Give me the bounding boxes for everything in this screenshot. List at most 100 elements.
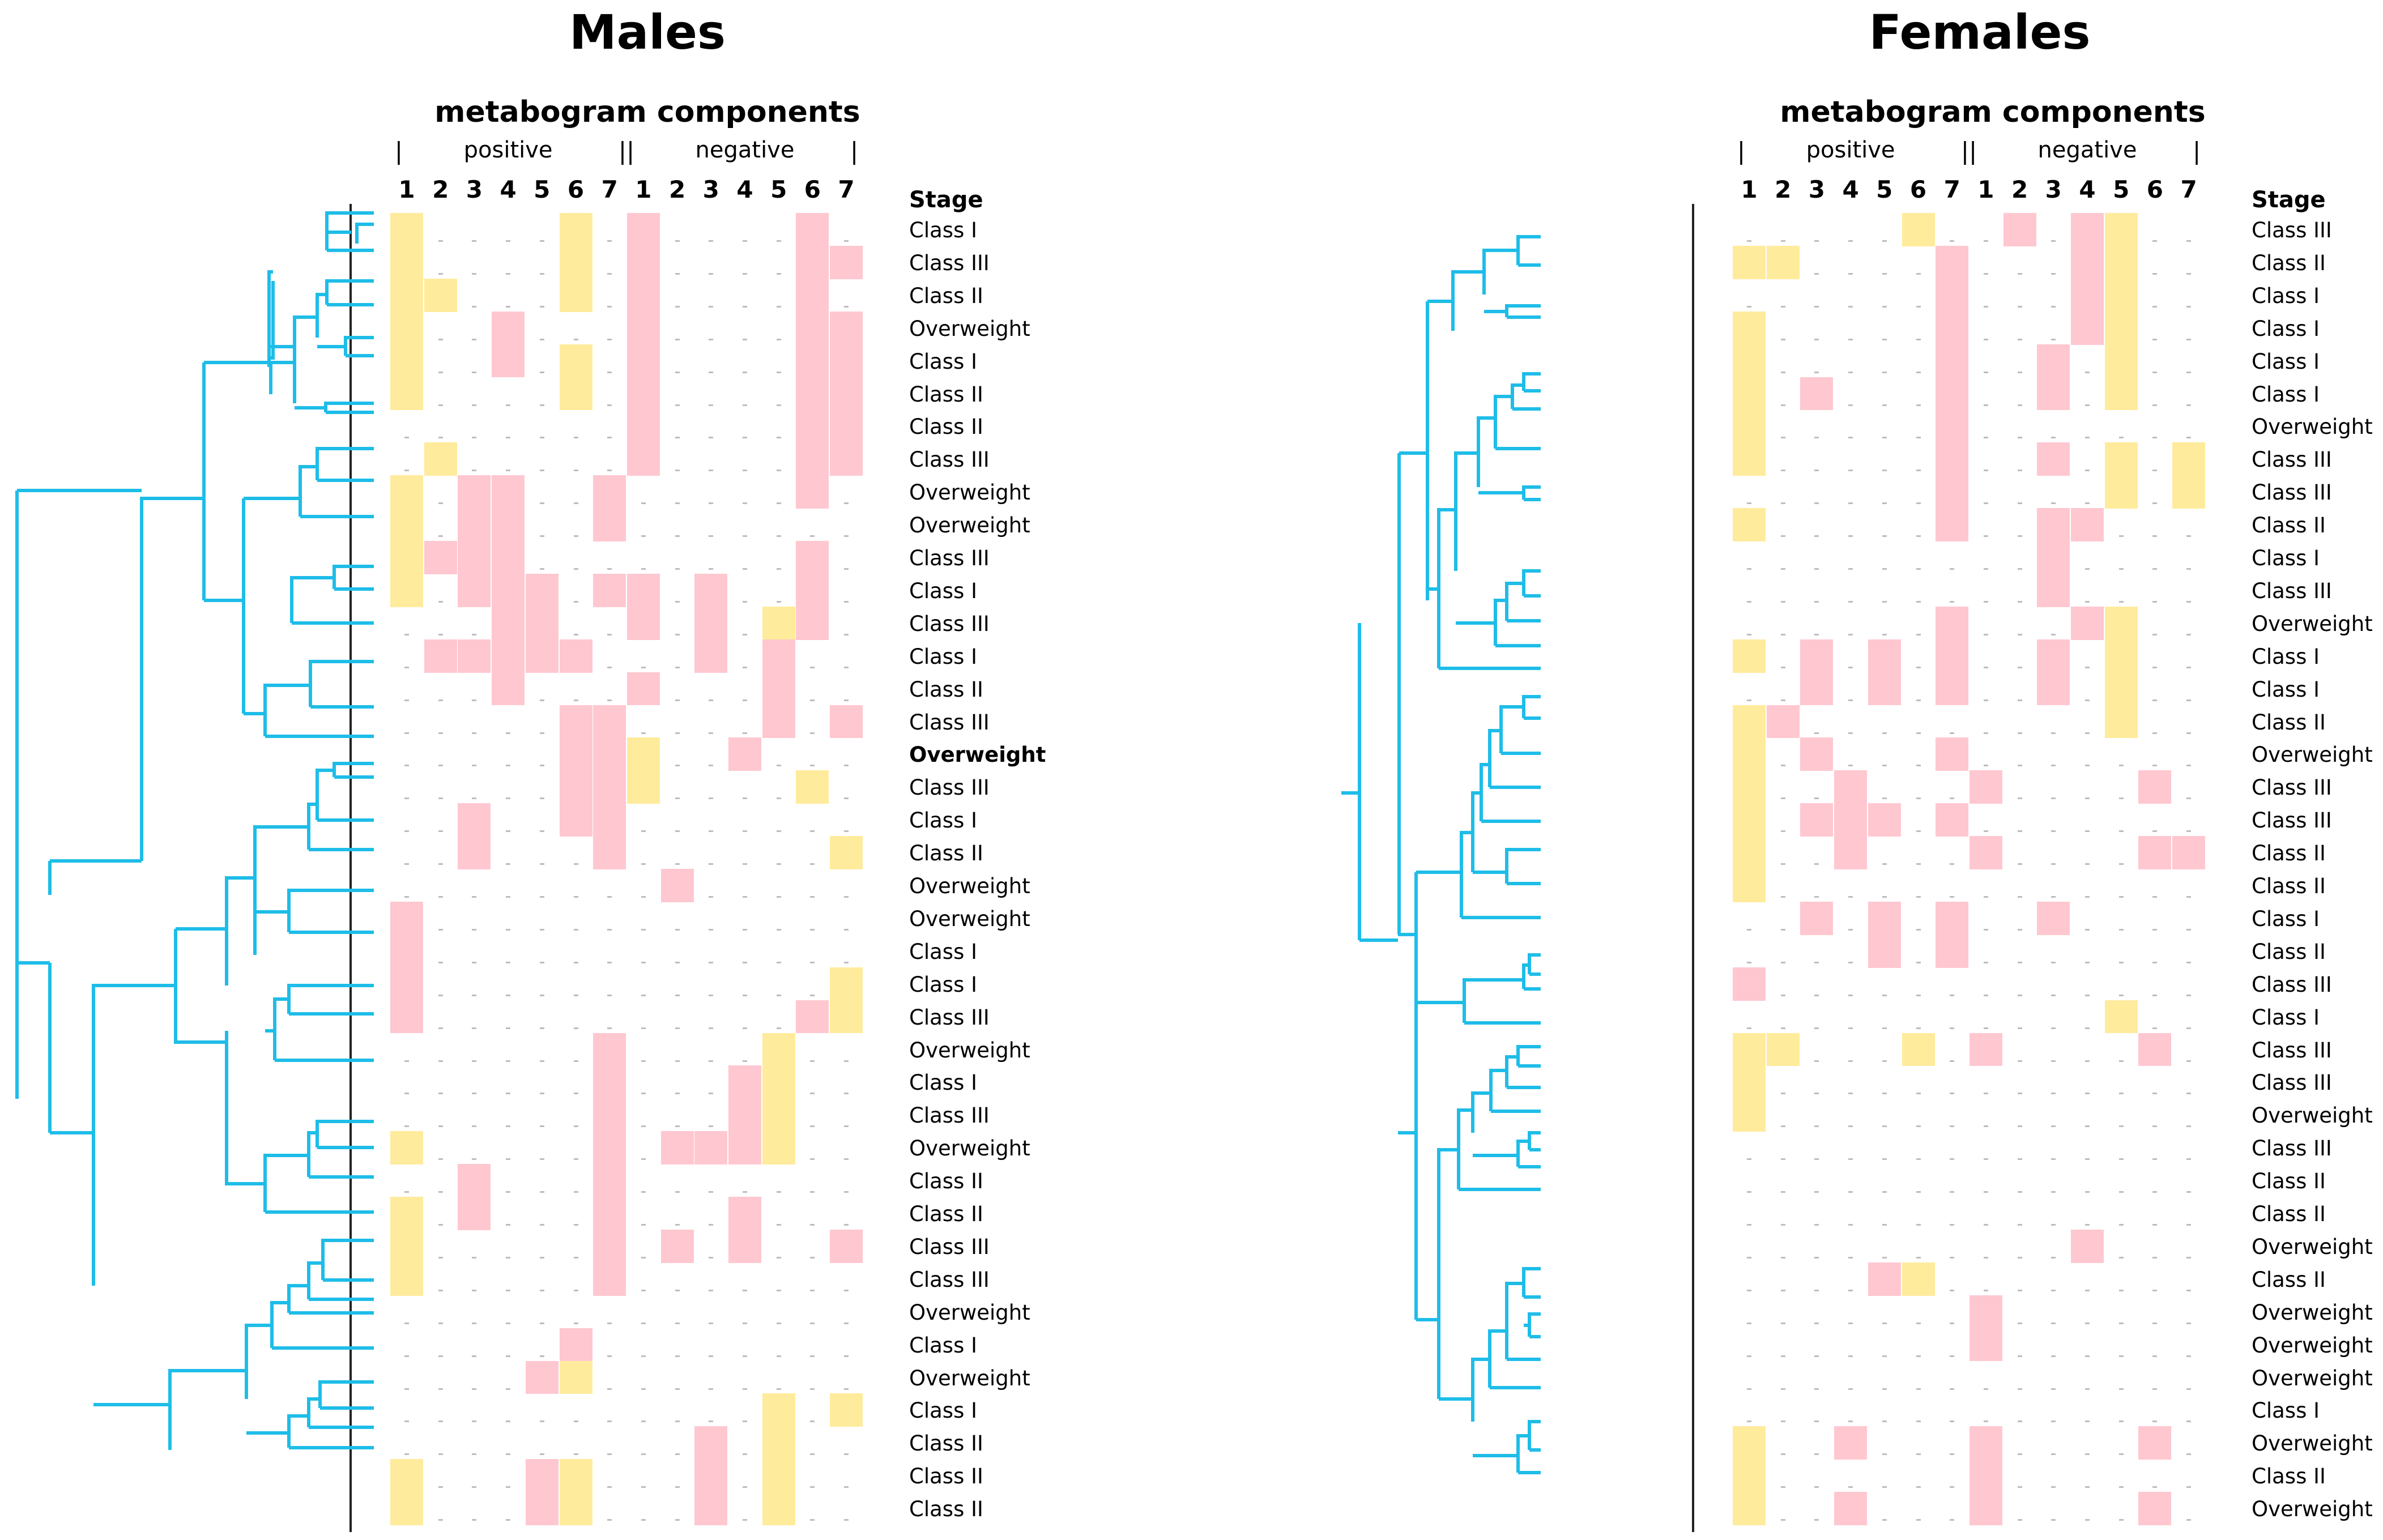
- positive-cell: [559, 344, 592, 378]
- grid-marker: [607, 470, 612, 472]
- negative-cell: [559, 770, 592, 804]
- stage-label: Class II: [909, 283, 983, 308]
- positive-cell: [390, 1229, 423, 1263]
- grid-marker: [743, 1322, 747, 1324]
- grid-marker: [709, 797, 714, 800]
- grid-marker: [675, 1289, 680, 1291]
- grid-marker: [404, 437, 409, 439]
- positive-cell: [390, 344, 423, 378]
- grid-marker: [438, 797, 443, 800]
- grid-marker: [810, 1256, 815, 1259]
- negative-cell: [525, 1360, 559, 1394]
- negative-cell: [593, 1164, 626, 1197]
- positive-cell: [390, 1492, 423, 1525]
- positive-cell: [390, 377, 423, 411]
- grid-marker: [438, 1355, 443, 1357]
- grid-marker: [709, 338, 714, 340]
- negative-cell: [492, 475, 525, 509]
- grid-marker: [472, 994, 477, 996]
- stage-label: Class I: [909, 578, 978, 603]
- grid-marker: [844, 1453, 849, 1456]
- grid-marker: [438, 1224, 443, 1226]
- grid-marker: [539, 338, 544, 340]
- grid-marker: [675, 404, 680, 406]
- positive-cell: [830, 1000, 863, 1034]
- positive-cell: [390, 245, 423, 279]
- stage-label: Class III: [909, 775, 990, 800]
- grid-marker: [506, 1060, 511, 1062]
- grid-marker: [810, 1519, 815, 1521]
- grid-marker: [472, 1256, 477, 1259]
- negative-cell: [525, 1459, 559, 1493]
- negative-cell: [660, 1131, 694, 1165]
- grid-marker: [776, 1256, 781, 1259]
- grid-marker: [641, 1027, 646, 1029]
- negative-cell: [492, 541, 525, 574]
- grid-marker: [743, 1289, 747, 1291]
- grid-marker: [438, 338, 443, 340]
- negative-cell: [593, 1098, 626, 1132]
- positive-cell: [559, 213, 592, 246]
- grid-marker: [506, 437, 511, 439]
- grid-marker: [743, 240, 747, 242]
- negative-cell: [830, 377, 863, 411]
- grid-marker: [776, 1355, 781, 1357]
- grid-marker: [641, 1191, 646, 1193]
- negative-cell: [660, 869, 694, 902]
- grid-marker: [709, 1027, 714, 1029]
- grid-marker: [743, 404, 747, 406]
- grid-marker: [743, 1191, 747, 1193]
- grid-marker: [573, 699, 578, 701]
- grid-marker: [641, 863, 646, 865]
- grid-marker: [607, 896, 612, 898]
- grid-marker: [404, 863, 409, 865]
- stage-label: Overweight: [909, 874, 1030, 898]
- dendrogram-branches: [15, 211, 374, 1450]
- stage-label: Overweight: [909, 316, 1030, 341]
- grid-marker: [472, 470, 477, 472]
- grid-marker: [438, 633, 443, 635]
- grid-marker: [607, 1453, 612, 1456]
- grid-marker: [844, 305, 849, 308]
- stage-label: Class III: [909, 611, 990, 636]
- grid-marker: [844, 1355, 849, 1357]
- grid-marker: [506, 1093, 511, 1095]
- negative-cell: [830, 442, 863, 476]
- stage-label: Overweight: [909, 513, 1030, 538]
- grid-marker: [844, 896, 849, 898]
- grid-marker: [539, 568, 544, 570]
- stage-header: Stage: [909, 187, 983, 213]
- grid-marker: [539, 1191, 544, 1193]
- negative-cell: [626, 311, 660, 345]
- grid-marker: [573, 961, 578, 963]
- grid-marker: [675, 928, 680, 931]
- grid-marker: [844, 1158, 849, 1161]
- grid-marker: [776, 568, 781, 570]
- grid-marker: [607, 404, 612, 406]
- grid-marker: [472, 1486, 477, 1488]
- grid-marker: [506, 765, 511, 767]
- grid-marker: [506, 896, 511, 898]
- grid-marker: [709, 1191, 714, 1193]
- positive-cell: [762, 606, 795, 640]
- grid-marker: [675, 338, 680, 340]
- grid-marker: [539, 305, 544, 308]
- grid-marker: [810, 765, 815, 767]
- grid-marker: [709, 765, 714, 767]
- positive-cell: [559, 1360, 592, 1394]
- stage-label: Class I: [909, 972, 978, 997]
- negative-cell: [728, 1098, 761, 1132]
- grid-marker: [438, 1420, 443, 1423]
- grid-marker: [573, 1158, 578, 1161]
- grid-marker: [472, 1125, 477, 1128]
- negative-cell: [694, 1426, 728, 1460]
- grid-marker: [607, 1388, 612, 1390]
- grid-marker: [641, 1355, 646, 1357]
- grid-marker: [539, 272, 544, 275]
- grid-marker: [539, 1289, 544, 1291]
- negative-cell: [728, 1065, 761, 1099]
- grid-marker: [844, 961, 849, 963]
- grid-marker: [844, 830, 849, 833]
- stage-label: Overweight: [909, 480, 1030, 505]
- grid-marker: [404, 1322, 409, 1324]
